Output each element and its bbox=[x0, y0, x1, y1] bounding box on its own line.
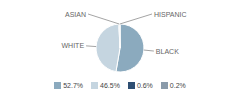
svg-text:WHITE: WHITE bbox=[62, 42, 85, 49]
svg-text:BLACK: BLACK bbox=[156, 48, 179, 55]
svg-text:HISPANIC: HISPANIC bbox=[154, 11, 187, 18]
html-text:0.6%: 0.6% bbox=[136, 82, 153, 89]
html-text:0.2%: 0.2% bbox=[169, 82, 186, 89]
svg-text:ASIAN: ASIAN bbox=[65, 11, 86, 18]
html-text:46.5%: 46.5% bbox=[100, 82, 120, 89]
html-text:52.7%: 52.7% bbox=[63, 82, 83, 89]
